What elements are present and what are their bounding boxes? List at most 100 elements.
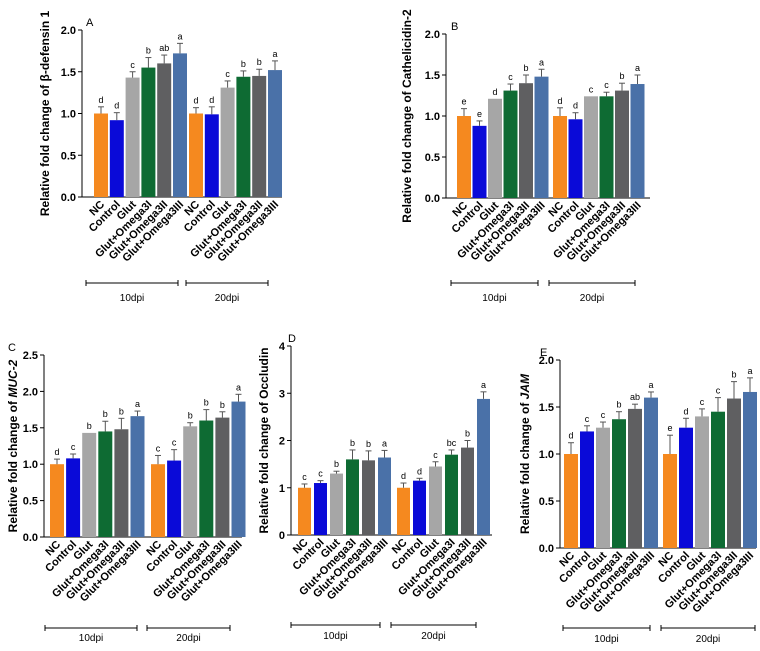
y-axis-title: Relative fold change of β-defensin 1 — [38, 10, 52, 216]
significance-letter: bc — [447, 438, 457, 448]
bar-10dpi-control — [314, 483, 327, 535]
bar-10dpi-glut-omega3i — [98, 431, 113, 537]
panel-label: C — [8, 342, 16, 354]
y-tick-label: 1.0 — [425, 111, 440, 123]
bar-10dpi-nc — [564, 454, 578, 548]
significance-letter: ab — [159, 43, 169, 53]
bar-20dpi-glut-omega3ii — [727, 398, 741, 548]
significance-letter: c — [508, 72, 513, 82]
significance-letter: d — [401, 471, 406, 481]
bar-10dpi-glut-omega3ii — [362, 460, 375, 535]
bar-20dpi-nc — [151, 464, 165, 537]
y-tick-label: 1.5 — [23, 423, 38, 435]
significance-letter: b — [619, 71, 624, 81]
y-axis-title-text: Relative fold change of Occludin — [257, 347, 271, 533]
bar-10dpi-glut-omega3i — [141, 67, 156, 197]
bar-10dpi-nc — [50, 464, 64, 537]
group-label: 10dpi — [120, 293, 144, 304]
bar-20dpi-control — [679, 427, 693, 548]
bar-20dpi-glut-omega3ii — [615, 90, 629, 198]
bar-20dpi-glut — [584, 96, 598, 198]
y-tick-label: 0.5 — [539, 496, 554, 508]
y-tick-label: 1.5 — [425, 70, 440, 82]
significance-letter: b — [188, 411, 193, 421]
y-tick-label: 2.0 — [61, 25, 76, 37]
bar-10dpi-glut-omega3i — [346, 459, 359, 535]
bar-10dpi-nc — [94, 113, 108, 197]
bar-10dpi-glut — [488, 98, 502, 198]
significance-letter: c — [601, 410, 606, 420]
bar-20dpi-glut-omega3ii — [461, 447, 474, 535]
significance-letter: b — [204, 398, 209, 408]
y-tick-label: 2.5 — [23, 350, 38, 362]
significance-letter: d — [683, 406, 688, 416]
significance-letter: c — [71, 442, 76, 452]
significance-letter: b — [350, 438, 355, 448]
significance-letter: b — [87, 421, 92, 431]
y-tick-label: 1.0 — [61, 109, 76, 121]
y-axis-title: Relative fold change of MUC-2 — [6, 359, 20, 532]
significance-letter: c — [604, 80, 609, 90]
bar-10dpi-glut-omega3iii — [378, 457, 391, 535]
y-tick-label: 0.0 — [61, 192, 76, 204]
y-tick-label: 0.0 — [425, 193, 440, 205]
y-tick-label: 1.0 — [539, 449, 554, 461]
bar-20dpi-control — [167, 460, 182, 537]
y-tick-label: 1.0 — [23, 459, 38, 471]
group-label: 20dpi — [421, 631, 445, 642]
group-label: 10dpi — [323, 631, 347, 642]
group-label: 10dpi — [79, 633, 103, 644]
significance-letter: d — [193, 96, 198, 106]
significance-letter: d — [492, 87, 497, 97]
bar-20dpi-glut-omega3i — [199, 420, 214, 537]
y-tick-label: 4 — [279, 341, 286, 353]
y-axis-title-text: Relative fold change of — [6, 398, 20, 533]
y-tick-label: 0.0 — [539, 543, 554, 555]
y-tick-label: 3 — [279, 388, 285, 400]
y-tick-label: 0.5 — [425, 152, 440, 164]
group-label: 20dpi — [580, 293, 604, 304]
significance-letter: b — [616, 400, 621, 410]
bar-10dpi-nc — [298, 487, 311, 535]
bar-10dpi-glut-omega3iii — [130, 416, 145, 537]
chart-panel-d: D Relative fold change of Occludin 0 1 2 3 4 c c… — [257, 333, 492, 642]
significance-letter: c — [433, 450, 438, 460]
bar-20dpi-glut-omega3i — [599, 96, 614, 198]
y-tick-label: 2.0 — [23, 386, 38, 398]
significance-letter: b — [241, 59, 246, 69]
bar-20dpi-glut-omega3ii — [215, 417, 230, 537]
bar-20dpi-glut-omega3ii — [252, 75, 267, 197]
y-tick-label: 0.0 — [23, 532, 38, 544]
significance-letter: c — [225, 69, 230, 79]
bar-10dpi-glut-omega3iii — [173, 53, 187, 197]
significance-letter: a — [747, 366, 752, 376]
bar-20dpi-glut — [695, 416, 709, 548]
significance-letter: d — [417, 466, 422, 476]
significance-letter: a — [236, 382, 241, 392]
group-label: 20dpi — [215, 293, 239, 304]
bar-20dpi-glut-omega3i — [236, 76, 251, 197]
significance-letter: b — [257, 57, 262, 67]
bar-10dpi-glut — [82, 432, 97, 537]
bar-20dpi-glut — [429, 466, 442, 535]
bar-20dpi-glut-omega3iii — [268, 70, 282, 197]
significance-letter: c — [130, 60, 135, 70]
group-label: 20dpi — [696, 634, 720, 645]
bar-20dpi-control — [204, 114, 219, 197]
significance-letter: c — [700, 397, 705, 407]
significance-letter: d — [54, 447, 59, 457]
y-tick-label: 0.5 — [23, 496, 38, 508]
significance-letter: b — [220, 400, 225, 410]
significance-letter: d — [573, 101, 578, 111]
y-tick-label: 1.5 — [61, 67, 76, 79]
significance-letter: d — [114, 101, 119, 111]
significance-letter: b — [146, 46, 151, 56]
significance-letter: a — [382, 438, 387, 448]
bar-20dpi-glut — [220, 87, 235, 197]
significance-letter: c — [589, 84, 594, 94]
bar-10dpi-glut — [330, 473, 343, 535]
bar-10dpi-glut-omega3ii — [157, 63, 172, 198]
chart-panel-c: C Relative fold change of MUC-20.0 0.5 1.0 1… — [6, 342, 246, 644]
bar-20dpi-glut — [183, 426, 198, 537]
significance-letter: c — [585, 414, 590, 424]
